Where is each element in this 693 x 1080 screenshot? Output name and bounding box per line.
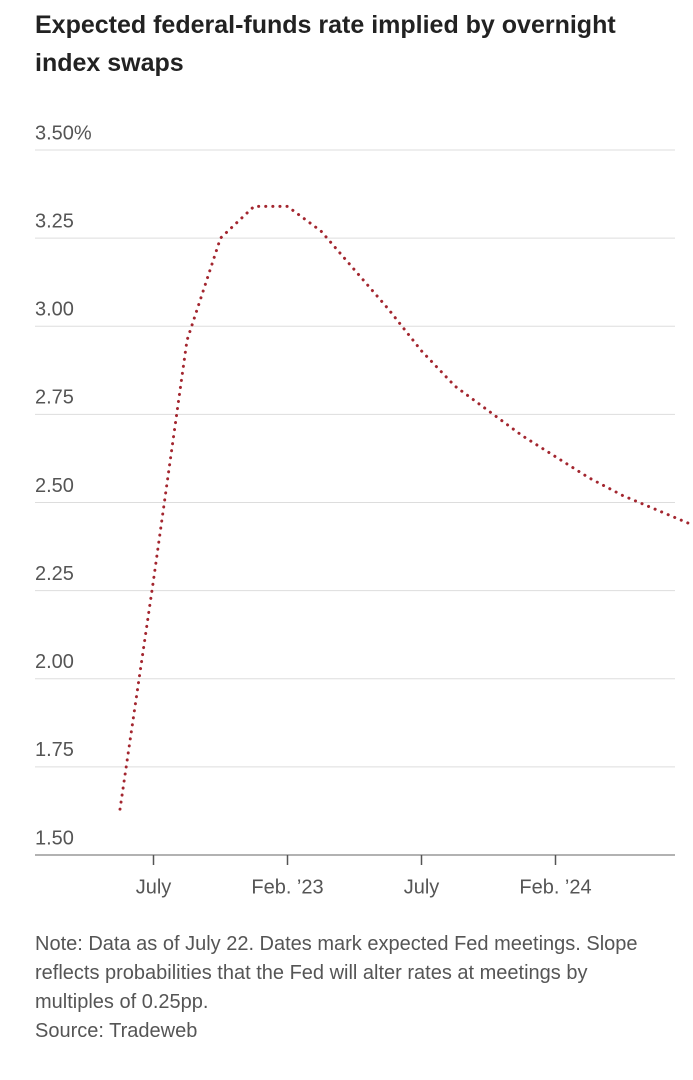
y-tick-label: 2.00 <box>35 651 74 673</box>
y-tick-label: 3.25 <box>35 210 74 232</box>
x-tick-label: July <box>404 876 440 898</box>
y-tick-label: 2.50 <box>35 475 74 497</box>
y-tick-label: 3.00 <box>35 299 74 321</box>
source: Source: Tradeweb <box>35 1020 198 1042</box>
y-tick-label: 2.75 <box>35 387 74 409</box>
rate-line <box>118 204 691 811</box>
x-tick-label: Feb. ’23 <box>251 876 323 898</box>
y-tick-label: 2.25 <box>35 563 74 585</box>
chart: 1.50 1.75 2.00 2.25 2.50 2.75 3.00 3.25 3.50% Jul… <box>35 122 691 898</box>
chart-title: Expected federal-funds rate implied by o… <box>35 11 616 77</box>
y-tick-label: 1.75 <box>35 739 74 761</box>
notes: Note: Data as of July 22. Dates mark exp… <box>35 930 665 1046</box>
note: Note: Data as of July 22. Dates mark exp… <box>35 933 638 1013</box>
x-tick-label: Feb. ’24 <box>519 876 591 898</box>
y-tick-label: 1.50 <box>35 827 74 849</box>
y-tick-label: 3.50% <box>35 122 92 144</box>
x-tick-label: July <box>136 876 172 898</box>
